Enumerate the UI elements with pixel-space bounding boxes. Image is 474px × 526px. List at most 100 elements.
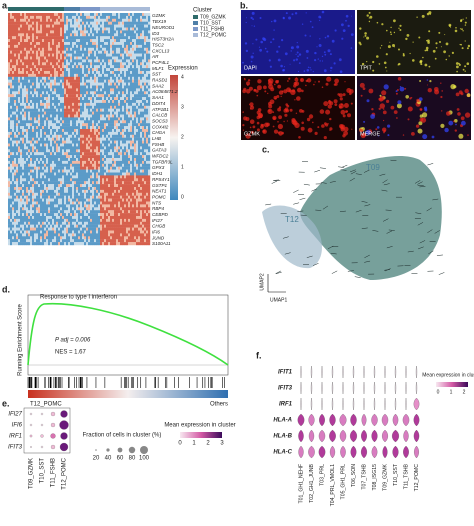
heat-cell bbox=[74, 137, 77, 141]
heat-cell bbox=[98, 146, 101, 150]
heat-cell bbox=[24, 175, 27, 179]
heat-cell bbox=[22, 105, 25, 109]
heat-cell bbox=[136, 91, 139, 95]
heat-cell bbox=[64, 129, 67, 133]
heat-cell bbox=[100, 68, 103, 72]
heat-cell bbox=[18, 97, 21, 101]
heat-cell bbox=[80, 210, 83, 214]
heat-cell bbox=[46, 33, 49, 37]
heat-cell bbox=[92, 82, 95, 86]
heat-cell bbox=[132, 97, 135, 101]
heat-cell bbox=[96, 82, 99, 86]
heat-cell bbox=[46, 143, 49, 147]
heat-cell bbox=[26, 181, 29, 185]
heat-cell bbox=[38, 36, 41, 40]
heat-cell bbox=[128, 114, 131, 118]
heat-cell bbox=[52, 114, 55, 118]
heat-cell bbox=[56, 140, 59, 144]
heat-cell bbox=[114, 146, 117, 150]
heat-cell bbox=[72, 134, 75, 138]
heat-cell bbox=[36, 204, 39, 208]
heat-cell bbox=[140, 108, 143, 112]
heat-cell bbox=[82, 137, 85, 141]
heat-cell bbox=[80, 71, 83, 75]
heat-cell bbox=[30, 172, 33, 176]
heat-cell bbox=[138, 158, 141, 162]
heat-cell bbox=[74, 73, 77, 77]
heat-cell bbox=[72, 47, 75, 51]
heat-cell bbox=[12, 76, 15, 80]
heat-cell bbox=[32, 111, 35, 115]
heat-cell bbox=[54, 105, 57, 109]
heat-cell bbox=[134, 195, 137, 199]
heat-cell bbox=[34, 143, 37, 147]
heat-cell bbox=[10, 59, 13, 63]
heat-cell bbox=[80, 163, 83, 167]
heat-cell bbox=[28, 189, 31, 193]
heat-cell bbox=[46, 65, 49, 69]
heat-cell bbox=[76, 42, 79, 46]
heat-cell bbox=[88, 158, 91, 162]
heat-cell bbox=[118, 181, 121, 185]
heat-cell bbox=[74, 163, 77, 167]
heat-cell bbox=[62, 163, 65, 167]
heat-cell bbox=[98, 36, 101, 40]
heat-cell bbox=[62, 160, 65, 164]
heat-cell bbox=[126, 79, 129, 83]
heat-cell bbox=[130, 131, 133, 135]
heat-cell bbox=[56, 47, 59, 51]
heat-cell bbox=[28, 114, 31, 118]
heat-cell bbox=[90, 76, 93, 80]
heat-cell bbox=[66, 158, 69, 162]
heat-cell bbox=[12, 65, 15, 69]
heat-cell bbox=[132, 189, 135, 193]
heat-cell bbox=[40, 88, 43, 92]
heat-cell bbox=[148, 169, 151, 173]
heat-cell bbox=[98, 85, 101, 89]
heat-cell bbox=[18, 160, 21, 164]
heat-cell bbox=[56, 100, 59, 104]
heat-cell bbox=[138, 42, 141, 46]
heat-cell bbox=[86, 39, 89, 43]
heat-cell bbox=[146, 207, 149, 211]
heat-cell bbox=[44, 137, 47, 141]
heat-cell bbox=[112, 152, 115, 156]
heat-cell bbox=[32, 184, 35, 188]
heat-cell bbox=[80, 126, 83, 130]
heat-cell bbox=[108, 158, 111, 162]
heat-cell bbox=[144, 207, 147, 211]
heat-cell bbox=[98, 33, 101, 37]
heat-cell bbox=[34, 21, 37, 25]
heat-cell bbox=[20, 44, 23, 48]
heat-cell bbox=[50, 152, 53, 156]
heat-cell bbox=[76, 44, 79, 48]
heat-cell bbox=[28, 143, 31, 147]
heat-cell bbox=[62, 102, 65, 106]
heat-cell bbox=[78, 187, 81, 191]
heat-cell bbox=[14, 68, 17, 72]
heat-cell bbox=[138, 204, 141, 208]
heat-cell bbox=[14, 91, 17, 95]
heat-cell bbox=[94, 24, 97, 28]
heat-cell bbox=[80, 79, 83, 83]
heat-cell bbox=[12, 149, 15, 153]
heat-cell bbox=[82, 24, 85, 28]
heat-cell bbox=[78, 85, 81, 89]
heat-cell bbox=[62, 155, 65, 159]
heat-cell bbox=[42, 175, 45, 179]
heat-cell bbox=[42, 73, 45, 77]
heat-cell bbox=[88, 172, 91, 176]
heat-cell bbox=[8, 198, 11, 202]
heat-cell bbox=[32, 102, 35, 106]
heat-cell bbox=[22, 50, 25, 54]
heat-cell bbox=[58, 126, 61, 130]
heat-cell bbox=[34, 27, 37, 31]
heat-cell bbox=[100, 47, 103, 51]
heat-cell bbox=[18, 36, 21, 40]
heat-cell bbox=[134, 39, 137, 43]
heat-cell bbox=[24, 47, 27, 51]
heat-cell bbox=[142, 94, 145, 98]
heat-cell bbox=[106, 131, 109, 135]
heat-cell bbox=[50, 39, 53, 43]
heat-cell bbox=[72, 143, 75, 147]
